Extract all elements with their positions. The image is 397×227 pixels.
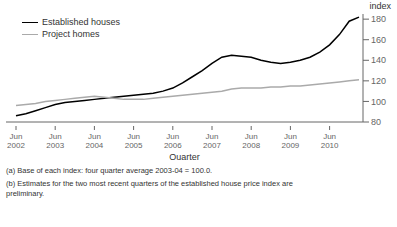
svg-text:Jun2007: Jun2007 bbox=[203, 132, 221, 150]
svg-text:180: 180 bbox=[371, 14, 386, 24]
svg-text:Jun2004: Jun2004 bbox=[86, 132, 104, 150]
svg-text:Jun2009: Jun2009 bbox=[282, 132, 300, 150]
html-text:Project homes: Project homes bbox=[42, 29, 100, 39]
html-text:index: index bbox=[369, 1, 391, 11]
svg-text:140: 140 bbox=[371, 55, 386, 65]
svg-text:Jun2005: Jun2005 bbox=[125, 132, 143, 150]
html-text:Established houses: Established houses bbox=[42, 17, 121, 27]
svg-text:100: 100 bbox=[371, 97, 386, 107]
svg-text:Jun2010: Jun2010 bbox=[321, 132, 339, 150]
html-text:preliminary.: preliminary. bbox=[6, 189, 45, 198]
svg-text:160: 160 bbox=[371, 35, 386, 45]
svg-text:80: 80 bbox=[371, 117, 381, 127]
html-text:(b) Estimates for the two most: (b) Estimates for the two most recent qu… bbox=[6, 179, 293, 188]
svg-text:Jun2003: Jun2003 bbox=[46, 132, 64, 150]
svg-text:Quarter: Quarter bbox=[169, 152, 200, 160]
svg-text:120: 120 bbox=[371, 76, 386, 86]
svg-text:Jun2002: Jun2002 bbox=[8, 132, 25, 150]
svg-text:Jun2008: Jun2008 bbox=[242, 132, 260, 150]
svg-text:Jun2006: Jun2006 bbox=[164, 132, 182, 150]
html-text:(a) Base of each index: four q: (a) Base of each index: four quarter ave… bbox=[6, 166, 213, 175]
